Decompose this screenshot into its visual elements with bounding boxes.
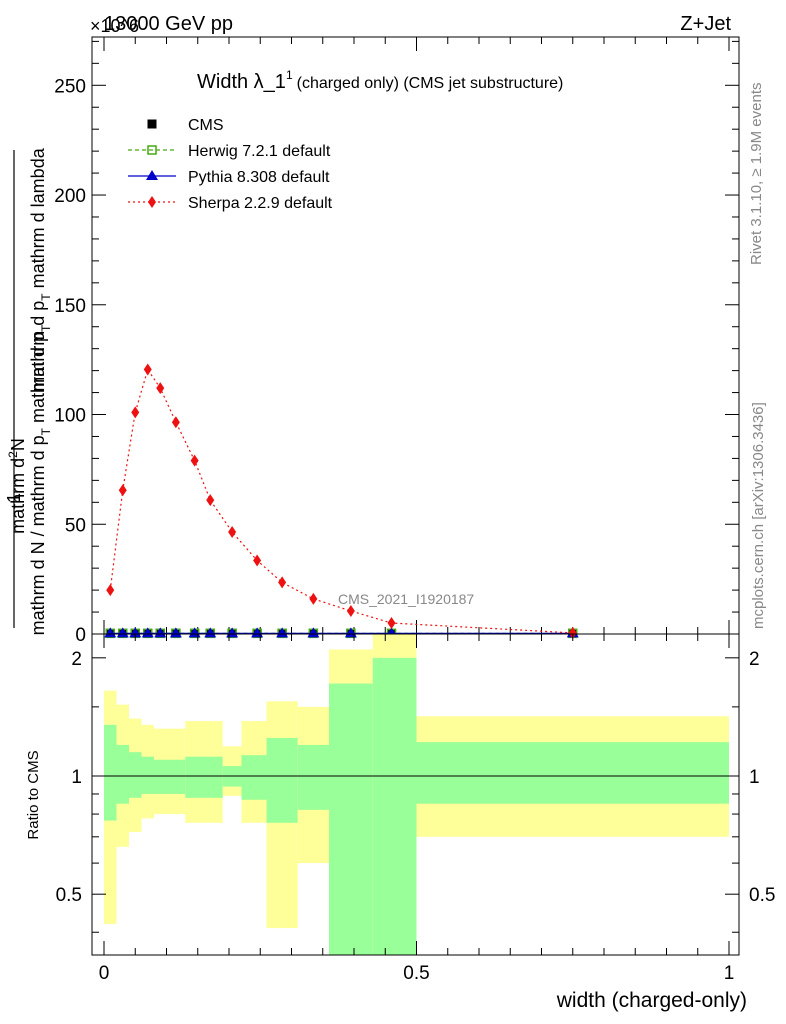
legend-label: CMS [188, 117, 224, 134]
legend-marker [147, 119, 157, 129]
legend-entry: CMS [147, 117, 224, 134]
legend-entry: Herwig 7.2.1 default [128, 143, 331, 160]
plot-title: Width λ_11 (charged only) (CMS jet substr… [197, 68, 563, 93]
plot-title-sup: 1 [286, 68, 293, 82]
main-y-axis-label: mathrm d2N mathrm d pT mathrm d lambda 1… [4, 147, 53, 635]
ratio-band-inner [329, 683, 373, 955]
main-data-layer [104, 363, 579, 639]
y-label-lower: mathrm d N / mathrm d pT mathrm d pT [28, 324, 53, 635]
ratio-band-inner [116, 744, 129, 804]
ratio-band-inner [297, 744, 329, 810]
data-point [154, 627, 167, 638]
ratio-band-inner [141, 756, 154, 794]
data-point [253, 554, 262, 567]
legend: CMS Herwig 7.2.1 default Pythia 8.308 defa… [128, 117, 333, 212]
legend-label: Pythia 8.308 default [188, 169, 330, 186]
data-point [104, 627, 117, 638]
legend-entry: Pythia 8.308 default [128, 169, 330, 186]
ratio-band-inner [104, 724, 117, 821]
plot-title-rest: (charged only) (CMS jet substructure) [297, 75, 564, 92]
y-label-upper: mathrm d2N [6, 438, 28, 534]
watermark: CMS_2021_I1920187 [338, 591, 474, 607]
data-point [206, 494, 215, 507]
ratio-panel: 0.5 0.5 1 1 2 2 0 0.5 1 [56, 633, 775, 984]
data-point [278, 576, 287, 589]
data-point [309, 592, 318, 605]
data-point [171, 416, 180, 429]
legend-marker [146, 170, 158, 180]
data-point [228, 525, 237, 538]
ratio-band-inner [154, 759, 167, 794]
main-ytick-label: 200 [54, 186, 86, 207]
main-y-ticks: 0 50 100 150 200 250 [54, 37, 739, 646]
ratio-xtick-label: 0.5 [403, 963, 429, 984]
plot-title-main: Width λ_1 [197, 71, 286, 93]
ratio-band-inner [416, 742, 729, 804]
main-ytick-label: 250 [54, 76, 86, 97]
data-point [156, 382, 165, 395]
data-point [169, 627, 182, 638]
data-point [131, 406, 140, 419]
ratio-ticks: 0.5 0.5 1 1 2 2 0 0.5 1 [56, 634, 775, 984]
ratio-ytick-label-right: 2 [749, 649, 760, 670]
data-point [190, 454, 199, 467]
main-ytick-label: 150 [54, 296, 86, 317]
ratio-band-inner [204, 756, 223, 798]
data-point [387, 617, 396, 630]
legend-marker [148, 196, 156, 208]
ratio-band-inner [266, 737, 298, 823]
x-axis-label: width (charged-only) [556, 989, 747, 1012]
ratio-xtick-label: 1 [724, 963, 735, 984]
main-panel: 0 50 100 150 200 250 [54, 36, 740, 646]
data-point [307, 627, 320, 638]
ratio-band-inner [241, 755, 267, 800]
mcplots-label: mcplots.cern.ch [arXiv:1306.3436] [750, 402, 767, 629]
legend-marker [147, 145, 157, 155]
data-point [346, 604, 355, 617]
ratio-ytick-label: 1 [71, 767, 82, 788]
data-point [143, 363, 152, 376]
data-point [106, 584, 115, 597]
data-point [141, 627, 154, 638]
series-3 [106, 363, 577, 639]
series-2 [104, 627, 579, 638]
ratio-ytick-label-right: 1 [749, 767, 760, 788]
data-point [129, 627, 142, 638]
data-point [118, 484, 127, 497]
legend-label: Sherpa 2.2.9 default [188, 195, 333, 212]
series-line [109, 368, 573, 634]
legend-entry: Sherpa 2.2.9 default [128, 195, 333, 212]
y-label-upper-denominator: mathrm d pT mathrm d lambda [28, 147, 53, 391]
header-process: Z+Jet [680, 13, 731, 35]
main-ytick-label: 50 [65, 515, 86, 536]
data-point [568, 626, 577, 639]
ratio-band-inner [129, 752, 142, 798]
ratio-xtick-label: 0 [99, 963, 110, 984]
ratio-frame [91, 633, 740, 956]
data-point [204, 627, 217, 638]
ratio-ytick-label: 2 [71, 649, 82, 670]
data-point [276, 627, 289, 638]
ratio-band-inner [185, 756, 204, 798]
legend-label: Herwig 7.2.1 default [188, 143, 331, 160]
ratio-band-inner [372, 657, 417, 955]
rivet-label: Rivet 3.1.10, ≥ 1.9M events [748, 83, 765, 266]
ratio-y-label: Ratio to CMS [25, 750, 42, 839]
main-ytick-label: 100 [54, 406, 86, 427]
header-energy: 13000 GeV pp [104, 13, 233, 35]
y-exponent: ×10^6 [90, 16, 139, 36]
ratio-ytick-label: 0.5 [56, 885, 82, 906]
ratio-ytick-label-right: 0.5 [749, 885, 775, 906]
ratio-band-inner [166, 759, 186, 794]
ratio-bands [92, 634, 739, 955]
data-point [116, 627, 129, 638]
main-ytick-label: 0 [75, 625, 86, 646]
